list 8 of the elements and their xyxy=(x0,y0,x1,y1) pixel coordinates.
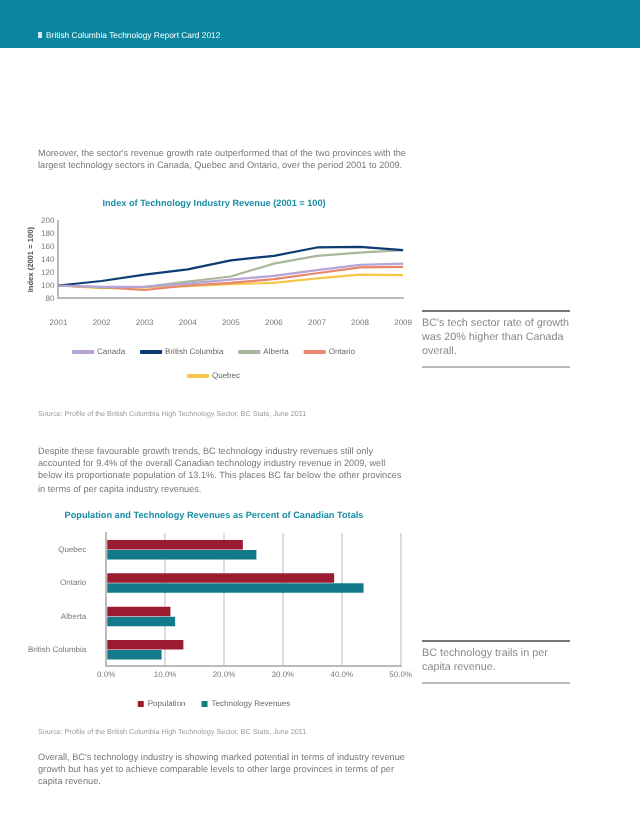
bar xyxy=(107,606,171,617)
bar xyxy=(107,616,176,627)
bar xyxy=(107,549,257,560)
bar xyxy=(107,573,335,583)
bar xyxy=(107,649,162,660)
bar xyxy=(107,639,184,650)
bar xyxy=(107,583,364,593)
bar xyxy=(107,539,243,550)
